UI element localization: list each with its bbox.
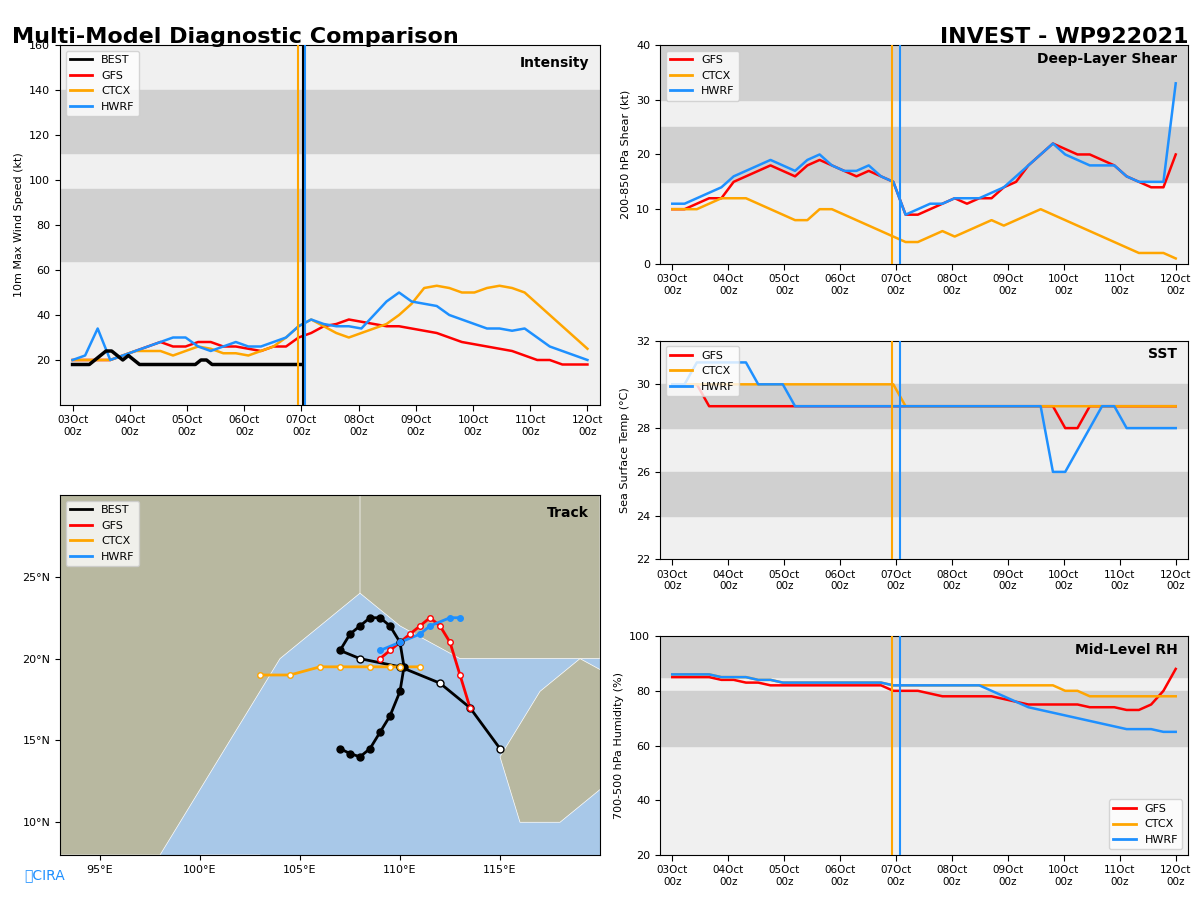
Legend: BEST, GFS, CTCX, HWRF: BEST, GFS, CTCX, HWRF (66, 500, 139, 566)
Text: 🌀CIRA: 🌀CIRA (24, 868, 65, 882)
Y-axis label: 200-850 hPa Shear (kt): 200-850 hPa Shear (kt) (620, 90, 630, 219)
Bar (660, 472, 1188, 516)
Text: Multi-Model Diagnostic Comparison: Multi-Model Diagnostic Comparison (12, 27, 458, 47)
Text: Track: Track (547, 506, 589, 520)
Text: Deep-Layer Shear: Deep-Layer Shear (1037, 51, 1177, 66)
Text: INVEST - WP922021: INVEST - WP922021 (940, 27, 1188, 47)
Bar (660, 691, 1188, 745)
Polygon shape (360, 855, 560, 900)
Y-axis label: Sea Surface Temp (°C): Sea Surface Temp (°C) (620, 387, 630, 513)
Text: Intensity: Intensity (520, 56, 589, 70)
Bar (660, 384, 1188, 428)
Bar (60, 189, 600, 261)
Y-axis label: 10m Max Wind Speed (kt): 10m Max Wind Speed (kt) (13, 153, 24, 297)
Polygon shape (360, 495, 600, 659)
Bar (660, 636, 1188, 677)
Bar (660, 45, 1188, 100)
Legend: GFS, CTCX, HWRF: GFS, CTCX, HWRF (1109, 799, 1182, 850)
Text: SST: SST (1148, 347, 1177, 361)
Text: Mid-Level RH: Mid-Level RH (1075, 643, 1177, 657)
Bar (60, 90, 600, 153)
Legend: BEST, GFS, CTCX, HWRF: BEST, GFS, CTCX, HWRF (66, 50, 139, 116)
Polygon shape (500, 659, 640, 823)
Y-axis label: 700-500 hPa Humidity (%): 700-500 hPa Humidity (%) (613, 672, 624, 819)
Polygon shape (60, 495, 400, 855)
Legend: GFS, CTCX, HWRF: GFS, CTCX, HWRF (666, 346, 739, 396)
Polygon shape (180, 855, 280, 900)
Bar (660, 127, 1188, 182)
Legend: GFS, CTCX, HWRF: GFS, CTCX, HWRF (666, 50, 739, 101)
